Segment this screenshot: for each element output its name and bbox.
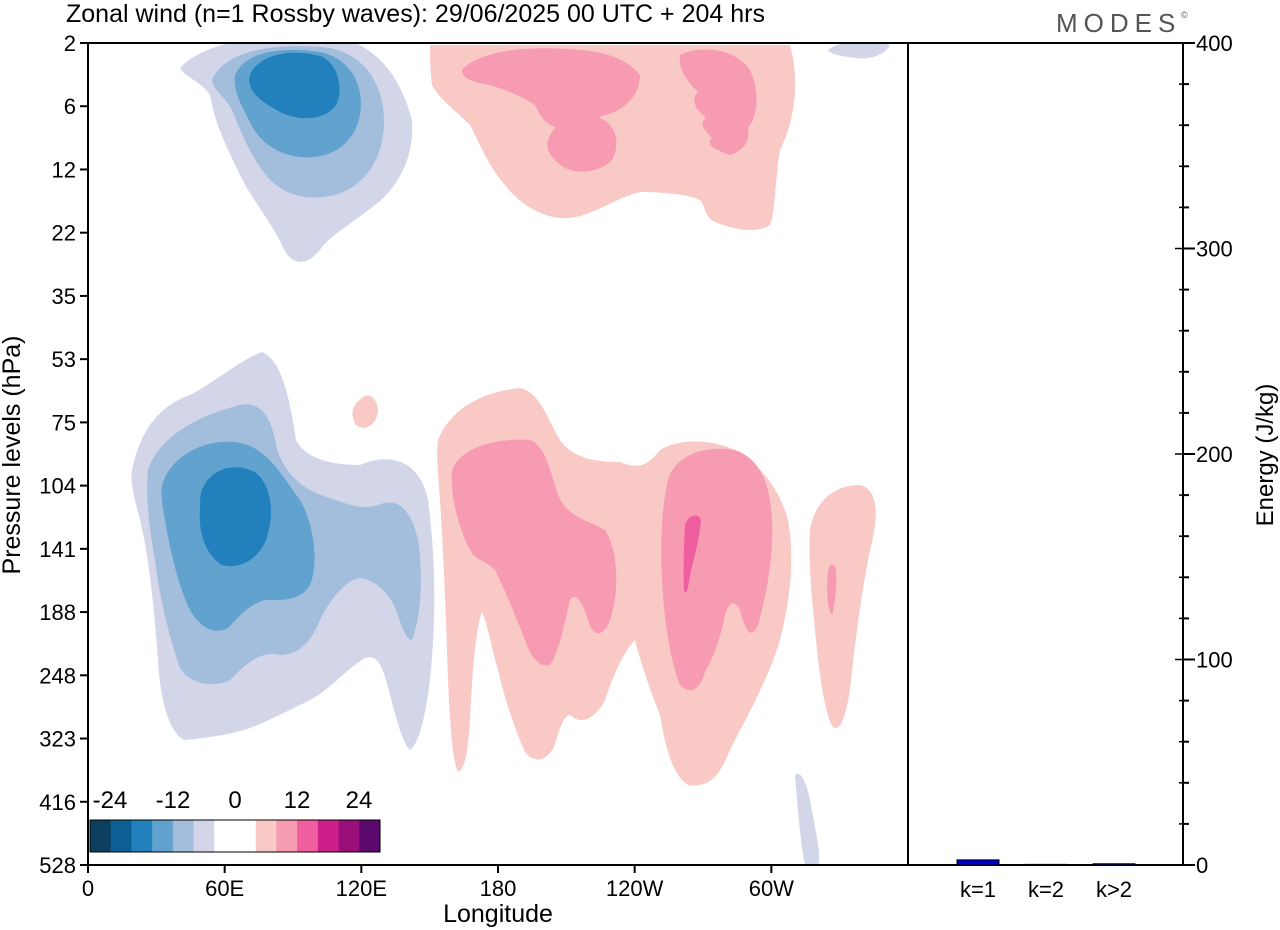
contour-plot: -24 -12 0 12 24: [89, 43, 890, 865]
energy-tick-label: 300: [1196, 237, 1233, 262]
colorbar-swatch: [110, 820, 132, 852]
y-tick-label: 188: [39, 600, 76, 625]
colorbar-swatch: [152, 820, 174, 852]
colorbar-label: 24: [346, 787, 373, 814]
x-tick-label: 0: [82, 876, 94, 901]
colorbar-swatch: [255, 820, 277, 852]
y-tick-label: 416: [39, 790, 76, 815]
y-tick-label: 6: [64, 94, 76, 119]
colorbar-label: -24: [93, 787, 128, 814]
colorbar-swatch: [172, 820, 194, 852]
x-tick-label: 60E: [205, 876, 244, 901]
energy-tick-label: 400: [1196, 31, 1233, 56]
x-tick-label: 120E: [336, 876, 387, 901]
colorbar-swatch: [193, 820, 215, 852]
chart-title: Zonal wind (n=1 Rossby waves): 29/06/202…: [66, 0, 765, 28]
contour-lower-negative: [131, 352, 820, 865]
colorbar-swatch: [317, 820, 339, 852]
energy-axis-title: Energy (J/kg): [1252, 384, 1279, 527]
energy-tick-label: 0: [1196, 853, 1208, 878]
bar-category-label: k=2: [1028, 877, 1064, 902]
x-tick-label: 120W: [606, 876, 664, 901]
y-tick-label: 528: [39, 853, 76, 878]
energy-bar: [1092, 863, 1136, 866]
brand-mark: ©: [1181, 10, 1188, 20]
energy-axis: 0 100 200 300 400: [1175, 31, 1233, 878]
colorbar-swatch: [338, 820, 360, 852]
colorbar-swatch: [214, 820, 236, 852]
colorbar-labels: -24 -12 0 12 24: [93, 787, 373, 814]
x-axis-title: Longitude: [443, 900, 553, 928]
y-axis-pressure: 2 6 12 22 35 53 75 104 141 188 248 323 416 528: [39, 31, 88, 878]
bar-category-label: k>2: [1096, 877, 1132, 902]
energy-categories: k=1 k=2 k>2: [960, 877, 1132, 902]
energy-bar: [956, 859, 1000, 866]
colorbar-label: 12: [284, 787, 311, 814]
energy-bar: [1024, 863, 1068, 866]
contour-upper-negative: [180, 43, 890, 262]
colorbar-swatch: [297, 820, 319, 852]
colorbar-frame: [89, 819, 381, 853]
y-axis-title: Pressure levels (hPa): [0, 336, 26, 575]
colorbar-swatch: [90, 820, 112, 852]
bar-category-label: k=1: [960, 877, 996, 902]
colorbar-swatch: [276, 820, 298, 852]
colorbar-swatch: [131, 820, 153, 852]
y-tick-label: 2: [64, 31, 76, 56]
colorbar-swatch: [235, 820, 257, 852]
energy-tick-label: 200: [1196, 442, 1233, 467]
energy-bars: [956, 859, 1136, 866]
y-tick-label: 53: [52, 347, 76, 372]
y-tick-label: 141: [39, 537, 76, 562]
contour-upper-positive: [430, 45, 796, 231]
colorbar-swatch: [359, 820, 381, 852]
x-tick-label: 180: [480, 876, 517, 901]
colorbar-label: -12: [156, 787, 191, 814]
y-tick-label: 323: [39, 727, 76, 752]
y-tick-label: 75: [52, 410, 76, 435]
y-tick-label: 35: [52, 284, 76, 309]
y-tick-label: 104: [39, 474, 76, 499]
energy-tick-label: 100: [1196, 648, 1233, 673]
x-tick-label: 60W: [749, 876, 794, 901]
contour-lower-positive: [352, 388, 876, 786]
colorbar: [90, 820, 381, 852]
y-tick-label: 248: [39, 663, 76, 688]
colorbar-label: 0: [228, 787, 241, 814]
y-tick-label: 22: [52, 221, 76, 246]
y-tick-label: 12: [52, 157, 76, 182]
brand-logo: MODES: [1056, 8, 1181, 38]
x-axis-longitude: 0 60E 120E 180 120W 60W: [82, 865, 794, 901]
